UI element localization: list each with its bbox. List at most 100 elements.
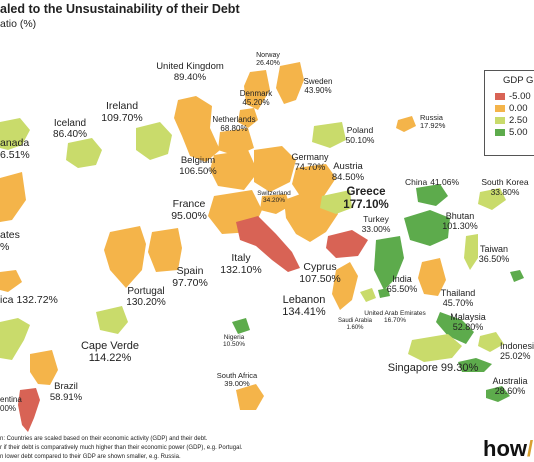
shape-iceland: [66, 138, 102, 168]
shape-netherlands: [218, 128, 254, 156]
shape-belgium: [210, 150, 258, 190]
country-label-malaysia: Malaysia 52.80%: [450, 312, 486, 333]
legend-item: 5.00: [495, 127, 528, 138]
country-label-spain: Spain 97.70%: [172, 265, 208, 289]
shape-italy: [236, 216, 300, 272]
shape-switzerland: [260, 194, 290, 214]
shape-austria: [292, 164, 336, 196]
country-label-ireland: Ireland 109.70%: [101, 100, 143, 124]
country-label-saudi-arabia: Saudi Arabia 1.60%: [337, 318, 373, 331]
legend-label: 2.50: [509, 115, 528, 126]
footnote-line: n: Countries are scaled based on their e…: [0, 436, 208, 442]
shape-poland: [312, 122, 346, 148]
country-label-taiwan: Taiwan 36.50%: [478, 244, 510, 265]
brand-logo[interactable]: how/: [483, 436, 533, 462]
country-label-south-korea: South Korea 33.80%: [481, 177, 529, 197]
shape-denmark: [238, 108, 258, 128]
country-label-portugal: Portugal 130.20%: [126, 286, 166, 309]
country-label-denmark: Denmark 45.20%: [239, 89, 273, 107]
country-label-china: China 41.06%: [404, 177, 460, 187]
shape-lebanon: [332, 262, 358, 310]
country-label-germany: Germany 74.70%: [291, 152, 329, 173]
country-label-uae: United Arab Emirates 16.70%: [364, 310, 426, 325]
country-label-indonesia: Indonesia25.02%: [500, 341, 534, 362]
country-label-united-kingdom: United Kingdom 89.40%: [156, 61, 224, 83]
shape-indonesia-islands: [458, 358, 492, 372]
country-label-iceland: Iceland 86.40%: [53, 118, 87, 141]
shape-indonesia: [478, 332, 504, 352]
shape-india: [374, 236, 404, 290]
shape-australia: [486, 386, 510, 402]
shape-brazil: [30, 350, 58, 385]
country-label-russia: Russia 17.92%: [420, 113, 446, 131]
legend-label: -5.00: [509, 91, 531, 102]
map-legend: GDP G -5.00 0.00 2.50 5.00: [484, 70, 534, 156]
country-label-thailand: Thailand 45.70%: [440, 288, 476, 309]
country-label-sweden: Sweden 43.90%: [303, 77, 333, 95]
shape-china: [416, 184, 448, 206]
country-label-brazil: Brazil 58.91%: [49, 381, 83, 403]
country-label-nigeria: Nigeria 10.50%: [222, 334, 246, 349]
legend-item: 2.50: [495, 115, 528, 126]
country-label-usa: ates%: [0, 229, 20, 253]
shape-spain: [148, 228, 182, 272]
country-label-cyprus: Cyprus 107.50%: [299, 261, 341, 285]
shape-russia: [396, 116, 416, 132]
legend-swatch: [495, 116, 505, 124]
country-label-italy: Italy 132.10%: [220, 252, 262, 276]
shape-usa: [0, 172, 26, 222]
legend-title: GDP G: [503, 75, 534, 86]
shape-south-africa: [236, 384, 264, 410]
shape-saudi-arabia: [360, 288, 376, 302]
shape-argentina: [18, 388, 40, 432]
country-label-bhutan: Bhutan 101.30%: [442, 211, 478, 232]
footnote-line: r if their debt is comparatively much hi…: [0, 445, 243, 451]
country-label-turkey: Turkey 33.00%: [361, 214, 391, 234]
country-label-greece: Greece 177.10%: [343, 186, 389, 211]
country-label-singapore: Singapore 99.30%: [387, 362, 479, 374]
shape-germany: [254, 146, 296, 192]
shape-nigeria: [232, 318, 250, 334]
shape-singapore: [408, 334, 462, 362]
country-label-poland: Poland 50.10%: [345, 125, 375, 145]
shape-bhutan: [404, 210, 450, 246]
shape-united-kingdom: [174, 96, 220, 162]
legend-swatch: [495, 92, 505, 100]
country-label-cape-verde: Cape Verde 114.22%: [80, 340, 140, 365]
country-label-belgium: Belgium 106.50%: [179, 155, 217, 177]
country-label-france: France 95.00%: [171, 198, 207, 222]
legend-item: 0.00: [495, 103, 528, 114]
shape-central-america: [0, 318, 30, 360]
country-label-argentina: entina 00%: [0, 395, 22, 413]
country-label-australia: Australia 28.60%: [492, 376, 528, 397]
shape-norway: [244, 70, 270, 110]
shape-taiwan: [464, 234, 478, 270]
country-label-austria: Austria 84.50%: [331, 161, 365, 183]
shape-thailand: [418, 258, 446, 296]
shape-mexico: [0, 270, 22, 292]
country-label-switzerland: Switzerland 34.20%: [257, 190, 291, 205]
country-label-india: India 65.50%: [386, 274, 418, 295]
country-label-mexico: ica 132.72%: [0, 294, 58, 306]
shape-new-zealand-pieces: [510, 270, 524, 282]
legend-swatch: [495, 104, 505, 112]
shape-ireland: [136, 122, 172, 160]
shape-sweden: [276, 62, 304, 104]
map-title: aled to the Unsustainability of their De…: [0, 2, 240, 16]
map-subtitle: atio (%): [0, 18, 37, 30]
shape-portugal: [104, 226, 146, 288]
shape-canada: [0, 118, 30, 150]
shape-south-korea: [478, 188, 506, 210]
shape-malaysia: [436, 312, 474, 344]
legend-item: -5.00: [495, 91, 531, 102]
country-label-canada: anada 6.51%: [0, 137, 30, 161]
shape-uae: [378, 288, 390, 298]
country-label-south-africa: South Africa 39.00%: [216, 371, 258, 389]
shape-cyprus: [326, 230, 368, 258]
legend-label: 5.00: [509, 127, 528, 138]
shape-cape-verde: [96, 306, 128, 334]
brand-text: how: [483, 436, 527, 461]
country-label-norway: Norway 26.40%: [256, 52, 280, 67]
shape-turkey: [320, 190, 352, 214]
